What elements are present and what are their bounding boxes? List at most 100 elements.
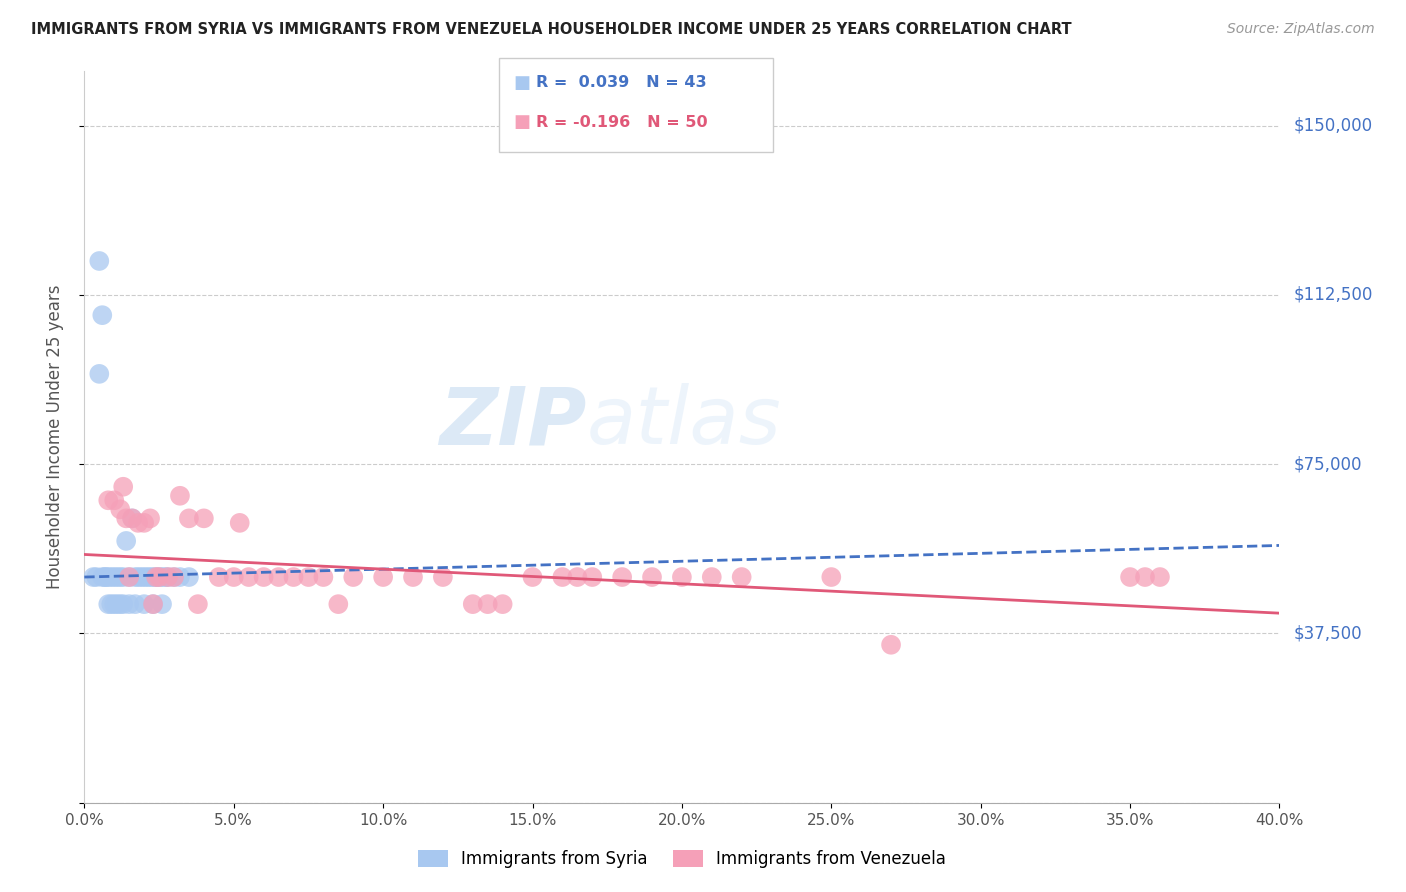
Point: [97, 493, 120, 508]
Point: [136, 570, 159, 584]
Point: [1149, 570, 1171, 584]
Point: [124, 597, 146, 611]
Point: [283, 570, 305, 584]
Point: [132, 516, 156, 530]
Point: [169, 489, 191, 503]
Y-axis label: Householder Income Under 25 years: Householder Income Under 25 years: [45, 285, 63, 590]
Point: [121, 511, 143, 525]
Point: [112, 570, 135, 584]
Point: [328, 597, 350, 611]
Point: [105, 570, 128, 584]
Point: [115, 511, 138, 525]
Point: [187, 597, 209, 611]
Point: [1133, 570, 1156, 584]
Point: [148, 570, 170, 584]
Point: [153, 570, 176, 584]
Point: [581, 570, 603, 584]
Point: [238, 570, 260, 584]
Point: [97, 597, 120, 611]
Point: [115, 533, 138, 548]
Point: [142, 597, 165, 611]
Point: [100, 570, 122, 584]
Point: [145, 570, 167, 584]
Point: [112, 597, 135, 611]
Point: [641, 570, 664, 584]
Text: ■: ■: [513, 113, 530, 131]
Point: [229, 516, 252, 530]
Point: [208, 570, 231, 584]
Point: [169, 570, 191, 584]
Point: [142, 597, 165, 611]
Point: [103, 570, 125, 584]
Point: [129, 570, 152, 584]
Point: [193, 511, 215, 525]
Point: [118, 570, 141, 584]
Point: [94, 570, 117, 584]
Point: [132, 597, 156, 611]
Point: [163, 570, 186, 584]
Point: [492, 597, 515, 611]
Point: [91, 308, 114, 322]
Point: [110, 502, 132, 516]
Point: [731, 570, 754, 584]
Point: [522, 570, 544, 584]
Point: [112, 480, 135, 494]
Point: [432, 570, 454, 584]
Point: [461, 597, 484, 611]
Text: IMMIGRANTS FROM SYRIA VS IMMIGRANTS FROM VENEZUELA HOUSEHOLDER INCOME UNDER 25 Y: IMMIGRANTS FROM SYRIA VS IMMIGRANTS FROM…: [31, 22, 1071, 37]
Point: [312, 570, 335, 584]
Text: $112,500: $112,500: [1294, 285, 1372, 304]
Legend: Immigrants from Syria, Immigrants from Venezuela: Immigrants from Syria, Immigrants from V…: [411, 844, 953, 875]
Point: [91, 570, 114, 584]
Point: [148, 570, 170, 584]
Point: [94, 570, 117, 584]
Point: [86, 570, 108, 584]
Point: [177, 511, 200, 525]
Text: ZIP: ZIP: [439, 384, 586, 461]
Point: [103, 597, 125, 611]
Point: [157, 570, 180, 584]
Point: [139, 511, 162, 525]
Point: [253, 570, 276, 584]
Point: [177, 570, 200, 584]
Point: [139, 570, 162, 584]
Point: [267, 570, 290, 584]
Point: [89, 254, 111, 268]
Point: [880, 638, 903, 652]
Point: [97, 570, 120, 584]
Point: [163, 570, 186, 584]
Text: R = -0.196   N = 50: R = -0.196 N = 50: [536, 115, 707, 129]
Point: [157, 570, 180, 584]
Point: [100, 597, 122, 611]
Text: $37,500: $37,500: [1294, 624, 1362, 642]
Text: atlas: atlas: [586, 384, 782, 461]
Point: [124, 570, 146, 584]
Point: [127, 516, 149, 530]
Point: [118, 597, 141, 611]
Point: [551, 570, 574, 584]
Point: [150, 570, 173, 584]
Point: [567, 570, 589, 584]
Point: [402, 570, 425, 584]
Point: [671, 570, 693, 584]
Point: [103, 493, 125, 508]
Text: $150,000: $150,000: [1294, 117, 1372, 135]
Point: [110, 570, 132, 584]
Point: [118, 570, 141, 584]
Text: ■: ■: [513, 74, 530, 92]
Point: [150, 597, 173, 611]
Point: [222, 570, 245, 584]
Text: $75,000: $75,000: [1294, 455, 1362, 473]
Point: [121, 511, 143, 525]
Point: [145, 570, 167, 584]
Text: R =  0.039   N = 43: R = 0.039 N = 43: [536, 76, 706, 90]
Point: [1119, 570, 1142, 584]
Point: [612, 570, 634, 584]
Point: [82, 570, 104, 584]
Point: [297, 570, 319, 584]
Point: [142, 570, 165, 584]
Point: [132, 570, 156, 584]
Point: [820, 570, 842, 584]
Point: [110, 597, 132, 611]
Point: [477, 597, 499, 611]
